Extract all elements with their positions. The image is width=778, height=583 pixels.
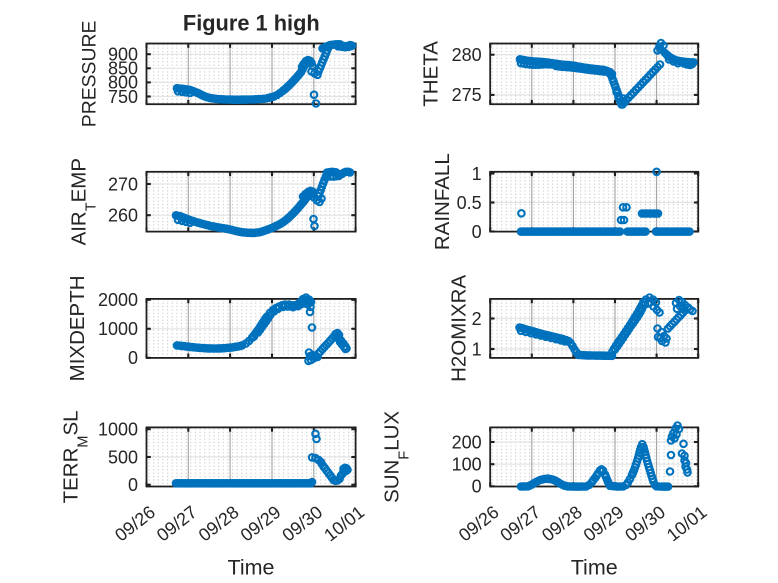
svg-text:270: 270 — [108, 174, 138, 194]
svg-text:100: 100 — [452, 455, 482, 475]
svg-text:09/28: 09/28 — [195, 502, 243, 545]
svg-text:0: 0 — [472, 477, 482, 497]
svg-text:1000: 1000 — [98, 420, 138, 440]
svg-text:PRESSURE: PRESSURE — [79, 21, 101, 128]
svg-text:09/30: 09/30 — [621, 502, 669, 545]
svg-text:MIXDEPTH: MIXDEPTH — [66, 275, 89, 381]
svg-text:TERRM​SL: TERRM​SL — [59, 410, 91, 503]
svg-text:THETA: THETA — [420, 41, 443, 107]
svg-text:1: 1 — [472, 339, 482, 359]
svg-text:0: 0 — [472, 222, 482, 242]
svg-text:2: 2 — [472, 309, 482, 329]
svg-text:09/30: 09/30 — [278, 502, 326, 545]
svg-text:09/29: 09/29 — [237, 502, 285, 545]
svg-text:09/26: 09/26 — [455, 502, 503, 545]
svg-text:0.5: 0.5 — [457, 193, 482, 213]
svg-text:260: 260 — [108, 206, 138, 226]
svg-text:H2OMIXRA: H2OMIXRA — [448, 275, 471, 382]
svg-text:09/27: 09/27 — [153, 502, 201, 545]
svg-text:800: 800 — [108, 73, 138, 93]
svg-text:280: 280 — [452, 45, 482, 65]
svg-text:900: 900 — [108, 45, 138, 65]
svg-text:10/01: 10/01 — [320, 502, 368, 545]
svg-text:850: 850 — [108, 59, 138, 79]
svg-text:1000: 1000 — [98, 319, 138, 339]
svg-text:750: 750 — [108, 87, 138, 107]
svg-text:09/28: 09/28 — [538, 502, 586, 545]
svg-text:09/26: 09/26 — [111, 502, 159, 545]
svg-text:500: 500 — [108, 447, 138, 467]
svg-text:2000: 2000 — [98, 290, 138, 310]
svg-text:0: 0 — [128, 475, 138, 495]
svg-text:0: 0 — [128, 348, 138, 368]
svg-text:SUNF​LUX: SUNF​LUX — [381, 411, 413, 503]
svg-text:RAINFALL: RAINFALL — [431, 153, 454, 250]
svg-text:09/29: 09/29 — [580, 502, 628, 545]
svg-text:275: 275 — [452, 85, 482, 105]
svg-text:1: 1 — [472, 164, 482, 184]
svg-text:AIRT​EMP: AIRT​EMP — [67, 158, 99, 245]
svg-text:09/27: 09/27 — [496, 502, 544, 545]
svg-text:Figure 1 high: Figure 1 high — [183, 11, 320, 36]
svg-text:Time: Time — [228, 556, 275, 580]
svg-text:10/01: 10/01 — [663, 502, 711, 545]
svg-text:200: 200 — [452, 432, 482, 452]
svg-text:Time: Time — [571, 556, 618, 580]
